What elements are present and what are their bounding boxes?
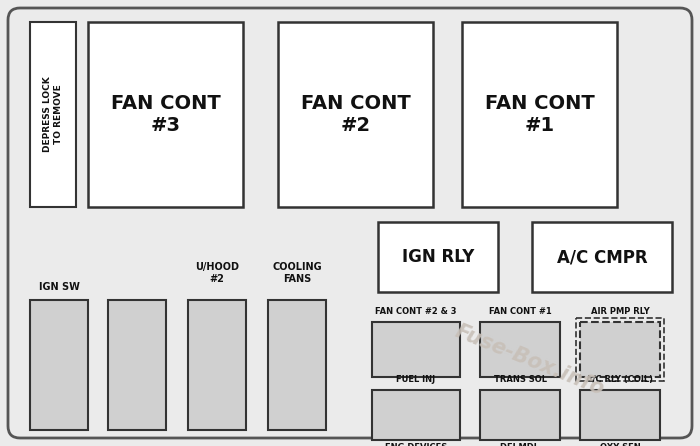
Bar — [580, 390, 660, 440]
Text: AIR PMP RLY: AIR PMP RLY — [591, 307, 650, 316]
Text: DEPRESS LOCK
TO REMOVE: DEPRESS LOCK TO REMOVE — [43, 77, 63, 153]
Bar — [30, 22, 76, 207]
Text: U/HOOD
#2: U/HOOD #2 — [195, 262, 239, 284]
Bar — [480, 390, 560, 440]
Text: FAN CONT #2 & 3: FAN CONT #2 & 3 — [375, 307, 456, 316]
FancyBboxPatch shape — [8, 8, 692, 438]
Text: FAN CONT #1: FAN CONT #1 — [489, 307, 552, 316]
Bar — [580, 322, 660, 377]
Bar — [372, 390, 460, 440]
Bar — [268, 300, 326, 430]
Bar — [532, 222, 672, 292]
Text: FAN CONT
#2: FAN CONT #2 — [300, 94, 410, 135]
Text: FUEL INJ: FUEL INJ — [396, 375, 435, 384]
Bar — [88, 22, 243, 207]
Bar — [30, 300, 88, 430]
Text: OXY SEN: OXY SEN — [600, 443, 640, 446]
Text: IGN SW: IGN SW — [38, 282, 79, 292]
Text: COOLING
FANS: COOLING FANS — [272, 262, 322, 284]
Text: FAN CONT
#3: FAN CONT #3 — [111, 94, 220, 135]
Bar — [576, 318, 664, 381]
Bar — [480, 322, 560, 377]
Bar — [378, 222, 498, 292]
Text: A/C RLY (COIL): A/C RLY (COIL) — [587, 375, 654, 384]
Text: IGN RLY: IGN RLY — [402, 248, 474, 266]
Bar — [372, 322, 460, 377]
Bar — [188, 300, 246, 430]
Text: ENG DEVICES: ENG DEVICES — [385, 443, 447, 446]
Text: TRANS SOL: TRANS SOL — [494, 375, 547, 384]
Text: Fuse-Box.info: Fuse-Box.info — [452, 321, 608, 399]
Bar — [278, 22, 433, 207]
Text: A/C CMPR: A/C CMPR — [556, 248, 648, 266]
Text: FAN CONT
#1: FAN CONT #1 — [484, 94, 594, 135]
Bar — [108, 300, 166, 430]
Text: DFI MDL: DFI MDL — [500, 443, 540, 446]
Bar — [462, 22, 617, 207]
